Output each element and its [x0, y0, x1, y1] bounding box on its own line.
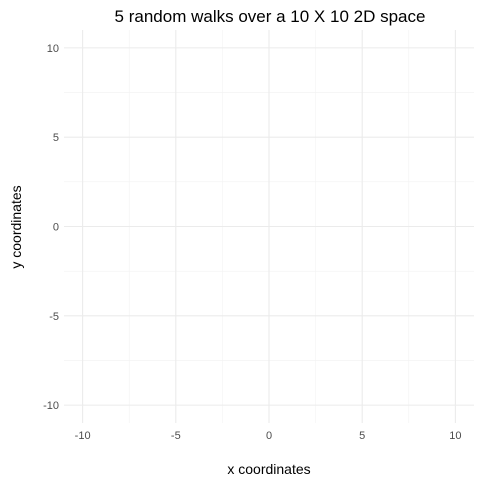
- x-tick-label: -10: [75, 430, 91, 442]
- x-tick-label: 5: [359, 430, 365, 442]
- y-axis-title: y coordinates: [8, 185, 24, 268]
- y-tick-label: 0: [53, 222, 59, 234]
- y-tick-label: 10: [47, 43, 59, 55]
- y-tick-label: -5: [49, 311, 59, 323]
- y-tick-label: 5: [53, 132, 59, 144]
- chart-title: 5 random walks over a 10 X 10 2D space: [115, 7, 426, 26]
- x-tick-label: 0: [266, 430, 272, 442]
- x-axis-title: x coordinates: [227, 461, 310, 477]
- major-gridlines: [64, 30, 474, 423]
- x-tick-label: -5: [171, 430, 181, 442]
- x-tick-labels: -10 -5 0 5 10: [75, 430, 462, 442]
- y-tick-labels: -10 -5 0 5 10: [43, 43, 59, 412]
- y-tick-label: -10: [43, 400, 59, 412]
- x-tick-label: 10: [449, 430, 461, 442]
